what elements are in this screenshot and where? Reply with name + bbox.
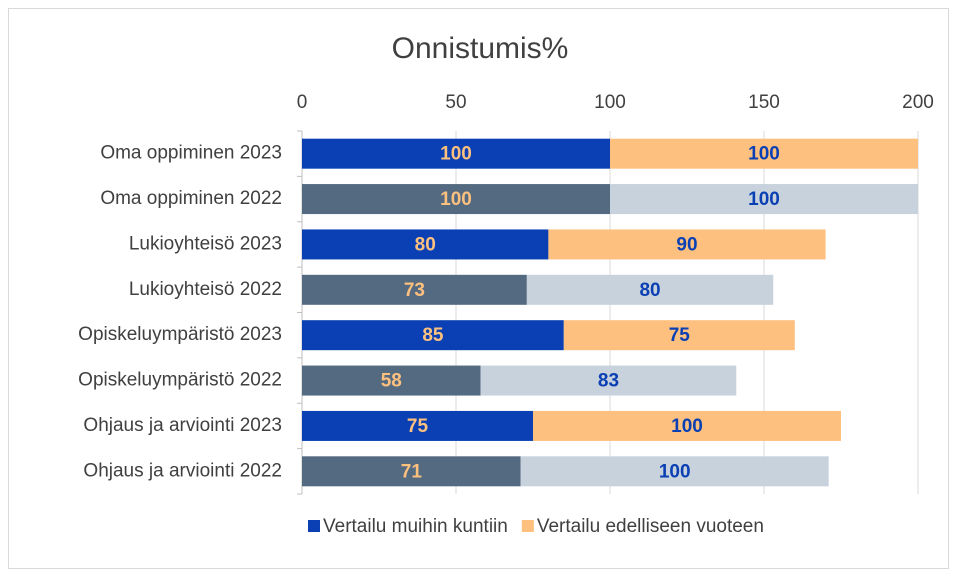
value-label: 71 — [401, 461, 423, 482]
bar — [302, 365, 481, 396]
value-label: 100 — [659, 461, 691, 482]
y-tick-label: Oma oppiminen 2022 — [100, 188, 282, 209]
value-label: 100 — [748, 144, 780, 165]
y-tick-label: Lukioyhteisö 2023 — [129, 233, 282, 254]
y-tick-label: Opiskeluympäristö 2022 — [78, 370, 282, 391]
bar — [480, 365, 737, 396]
y-tick-label: Opiskeluympäristö 2023 — [78, 324, 282, 345]
value-label: 100 — [440, 144, 472, 165]
y-tick-label: Oma oppiminen 2023 — [100, 143, 282, 164]
bar — [302, 184, 610, 215]
x-tick-label: 200 — [902, 92, 934, 113]
bar — [302, 410, 533, 441]
x-tick-label: 50 — [445, 92, 466, 113]
value-label: 73 — [404, 280, 425, 301]
value-label: 80 — [415, 234, 436, 255]
y-tick-label: Ohjaus ja arviointi 2022 — [83, 460, 282, 481]
value-label: 100 — [671, 416, 703, 437]
bar — [302, 456, 521, 487]
x-tick-label: 0 — [297, 92, 308, 113]
value-label: 85 — [422, 325, 444, 346]
value-label: 75 — [407, 416, 429, 437]
legend-label: Vertailu muihin kuntiin — [323, 516, 508, 537]
value-label: 100 — [440, 189, 472, 210]
legend-swatch — [308, 520, 320, 532]
bar — [526, 274, 774, 305]
bar — [302, 138, 610, 169]
value-label: 75 — [669, 325, 691, 346]
value-label: 80 — [639, 280, 660, 301]
value-label: 100 — [748, 189, 780, 210]
bar — [520, 456, 829, 487]
bar — [548, 229, 826, 260]
bar — [563, 320, 795, 351]
bar — [302, 274, 527, 305]
y-tick-label: Lukioyhteisö 2022 — [129, 279, 282, 300]
bar — [610, 138, 918, 169]
bar — [302, 320, 564, 351]
legend-swatch — [521, 520, 534, 532]
value-label: 83 — [598, 371, 619, 392]
bar — [302, 229, 549, 260]
chart-title: Onnistumis% — [392, 32, 569, 65]
x-tick-label: 100 — [594, 92, 626, 113]
bar — [610, 184, 918, 215]
y-tick-label: Ohjaus ja arviointi 2023 — [83, 415, 282, 436]
legend-label: Vertailu edelliseen vuoteen — [537, 516, 764, 537]
x-tick-label: 150 — [748, 92, 780, 113]
bar — [533, 410, 841, 441]
value-label: 58 — [381, 371, 402, 392]
value-label: 90 — [676, 234, 697, 255]
